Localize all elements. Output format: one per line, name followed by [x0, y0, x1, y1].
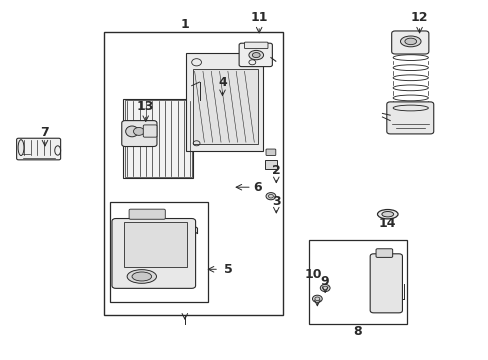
Circle shape: [320, 284, 329, 292]
Text: 8: 8: [353, 325, 362, 338]
Text: 7: 7: [41, 126, 49, 139]
Text: 14: 14: [378, 217, 396, 230]
Ellipse shape: [252, 53, 260, 58]
Bar: [308, 240, 406, 324]
Ellipse shape: [133, 127, 144, 135]
Text: 10: 10: [304, 268, 322, 281]
Ellipse shape: [132, 272, 151, 281]
FancyBboxPatch shape: [17, 138, 61, 160]
Bar: [264, 160, 276, 169]
Circle shape: [312, 295, 322, 302]
Ellipse shape: [400, 36, 420, 47]
Text: 2: 2: [271, 165, 280, 177]
FancyBboxPatch shape: [239, 43, 272, 67]
Text: 5: 5: [224, 263, 233, 276]
Ellipse shape: [377, 210, 397, 219]
Bar: [185, 53, 263, 151]
Text: 4: 4: [218, 76, 226, 89]
Ellipse shape: [125, 126, 138, 137]
Ellipse shape: [381, 211, 393, 217]
FancyBboxPatch shape: [391, 31, 428, 54]
Text: 13: 13: [137, 100, 154, 113]
Bar: [110, 202, 207, 302]
FancyBboxPatch shape: [143, 125, 157, 137]
Text: 9: 9: [320, 275, 329, 288]
Ellipse shape: [248, 50, 263, 60]
Bar: [193, 69, 258, 144]
Circle shape: [265, 193, 275, 200]
FancyBboxPatch shape: [129, 209, 165, 219]
Text: 11: 11: [250, 11, 267, 24]
FancyBboxPatch shape: [369, 254, 402, 313]
Text: 12: 12: [410, 11, 427, 24]
Bar: [103, 32, 282, 315]
FancyBboxPatch shape: [375, 249, 392, 257]
Ellipse shape: [18, 140, 24, 156]
Bar: [124, 100, 191, 177]
FancyBboxPatch shape: [386, 102, 433, 134]
Ellipse shape: [127, 270, 156, 283]
FancyBboxPatch shape: [265, 149, 275, 156]
FancyBboxPatch shape: [122, 121, 157, 147]
Text: 3: 3: [271, 195, 280, 208]
Text: 6: 6: [253, 181, 262, 194]
Bar: [123, 222, 187, 267]
Ellipse shape: [404, 38, 416, 45]
Text: 1: 1: [180, 18, 189, 31]
FancyBboxPatch shape: [112, 219, 195, 288]
Bar: [123, 99, 193, 178]
FancyBboxPatch shape: [244, 42, 267, 49]
